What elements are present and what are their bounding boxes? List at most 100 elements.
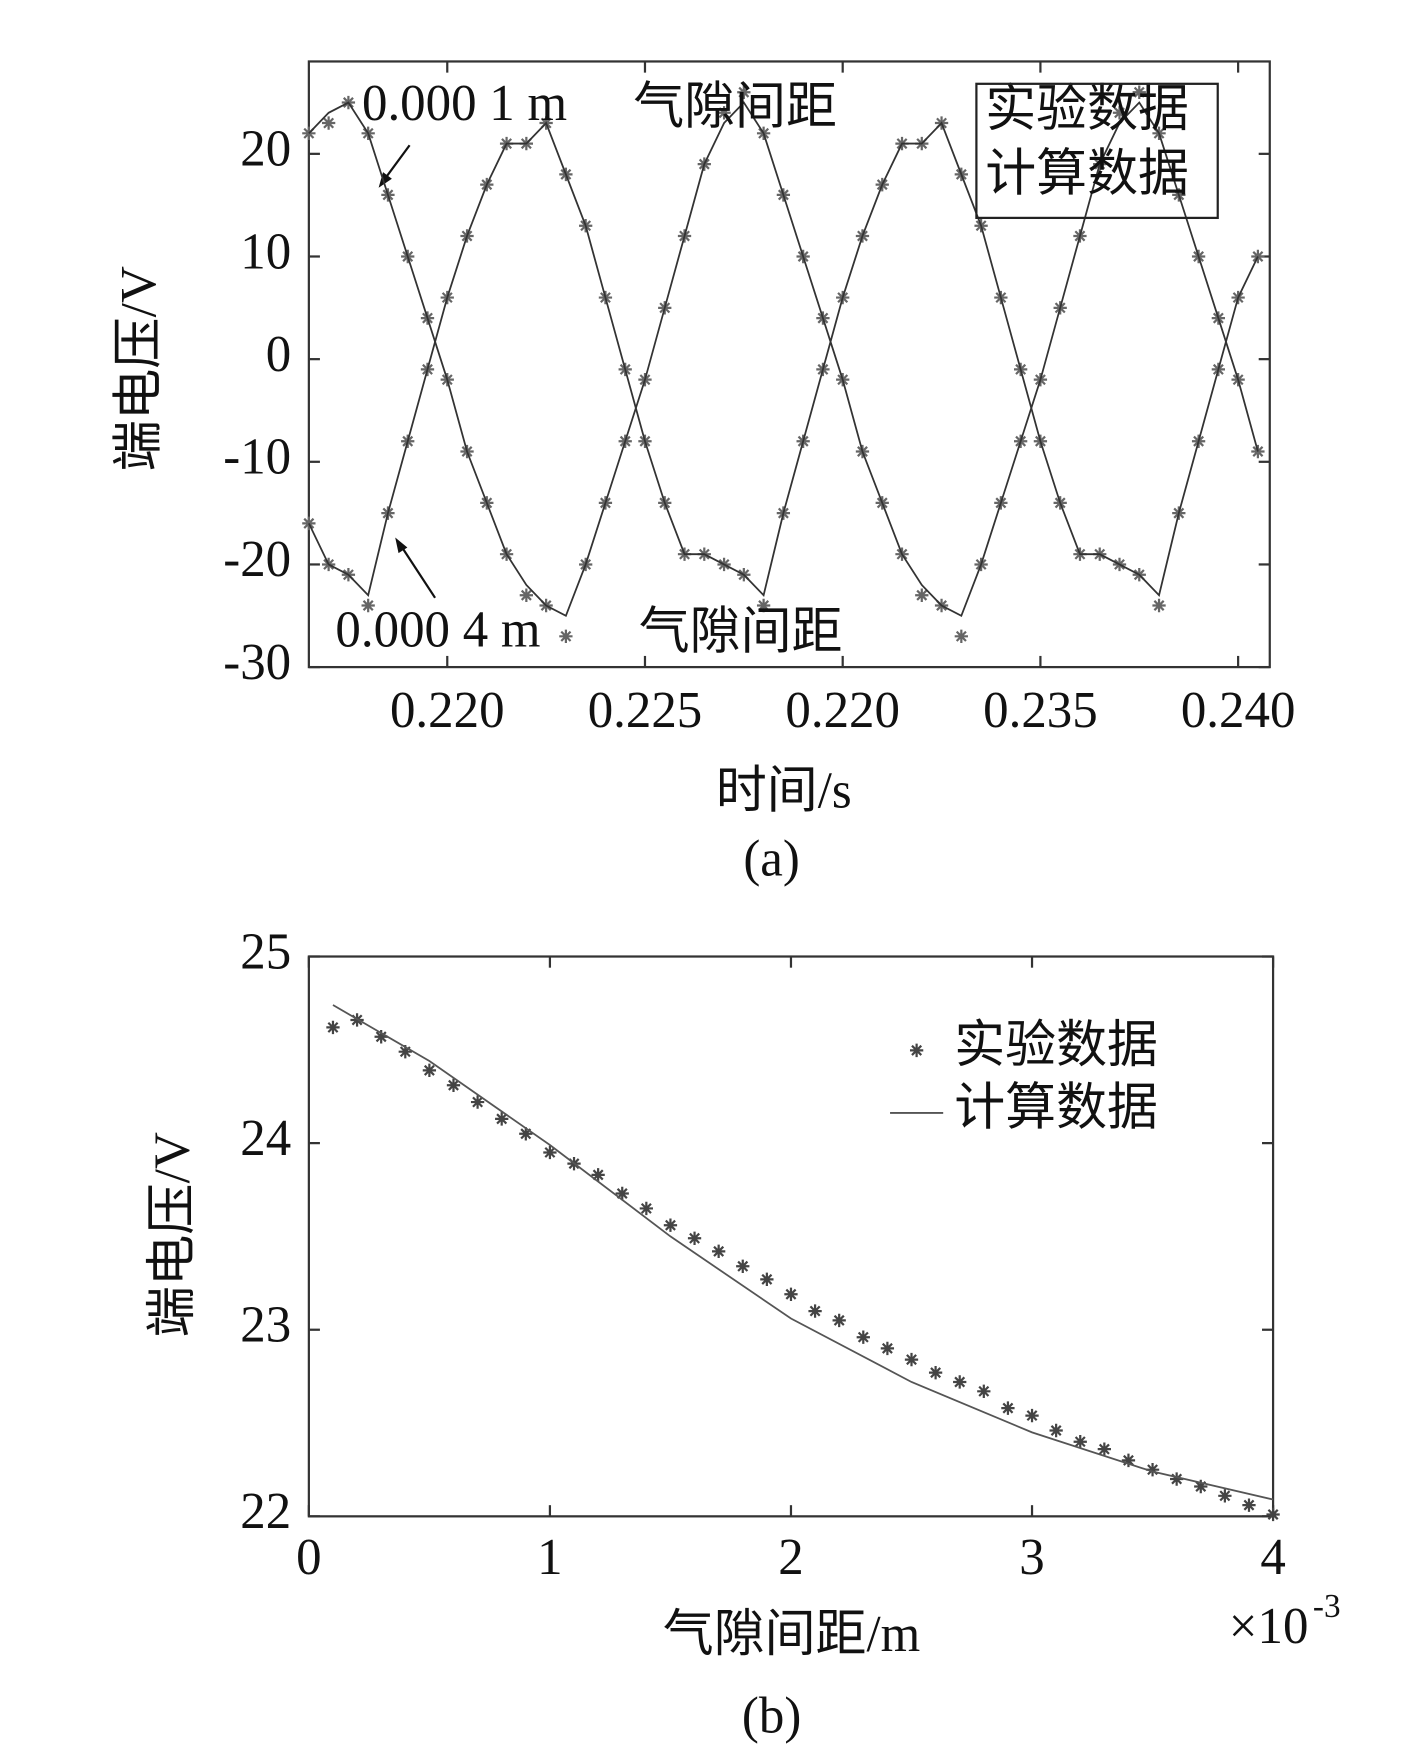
data-point: [398, 1044, 412, 1059]
data-point: [1025, 1408, 1039, 1423]
data-line: [308, 101, 1259, 618]
data-point: [639, 1201, 653, 1216]
x-tick-label: 3: [1019, 1529, 1044, 1586]
x-tick-label: 0.225: [588, 682, 703, 739]
data-point: [1145, 1462, 1160, 1477]
data-point: [832, 1313, 846, 1328]
data-point: [495, 1112, 509, 1126]
y-tick-label: 20: [240, 120, 291, 177]
x-tick-label: 0.220: [785, 682, 900, 739]
annotation: 0.000 4 m: [335, 601, 540, 658]
y-tick-label: 10: [240, 223, 291, 280]
x-tick-label: 0.235: [983, 682, 1098, 739]
legend-label: 计算数据: [985, 145, 1189, 202]
y-tick-label: -30: [223, 634, 291, 691]
x-axis-label: 气隙间距/m: [663, 1606, 920, 1663]
legend-box: [975, 82, 1219, 220]
data-point: [736, 1259, 750, 1273]
data-point: [808, 1304, 822, 1318]
legend-label: 实验数据: [954, 1017, 1158, 1074]
data-point: [1251, 444, 1265, 459]
legend-label: 计算数据: [954, 1080, 1158, 1137]
data-point: [559, 629, 573, 644]
y-tick-label: 25: [240, 923, 291, 980]
annotation: 0.000 1 m: [362, 75, 567, 132]
x-scale-base: ×10: [1229, 1598, 1309, 1655]
legend-marker: [909, 1043, 924, 1058]
data-point: [1242, 1498, 1256, 1512]
data-point: [717, 106, 731, 120]
data-point: [321, 116, 336, 130]
data-point: [856, 1330, 870, 1344]
data-point: [1152, 598, 1166, 613]
x-axis-label: 时间/s: [716, 762, 852, 819]
y-tick-label: -10: [223, 428, 291, 485]
y-tick-label: 24: [240, 1110, 291, 1167]
data-point: [470, 1095, 485, 1109]
data-point: [953, 1375, 967, 1389]
data-point: [1218, 1489, 1232, 1503]
data-point: [663, 1218, 678, 1232]
annotation: 气隙间距: [633, 78, 837, 135]
data-point: [374, 1030, 388, 1044]
y-tick-label: 22: [240, 1483, 291, 1540]
y-tick-label: 0: [266, 326, 291, 383]
x-tick-label: 2: [778, 1529, 803, 1586]
data-point: [756, 598, 771, 613]
data-point: [977, 1384, 991, 1399]
annotation: 气隙间距: [639, 604, 843, 661]
data-point: [519, 1127, 533, 1141]
annotation-arrowhead: [395, 537, 408, 554]
caption: (b): [742, 1687, 801, 1744]
data-point: [712, 1244, 726, 1259]
x-scale-exponent: -3: [1313, 1588, 1341, 1625]
data-point: [1170, 1472, 1184, 1486]
data-point: [915, 588, 929, 602]
data-point: [954, 629, 968, 644]
data-line: [308, 121, 1259, 598]
data-point: [904, 1352, 919, 1367]
caption: (a): [743, 830, 800, 887]
legend-label: 实验数据: [985, 81, 1189, 138]
y-tick-label: -20: [223, 531, 291, 588]
data-point: [760, 1272, 774, 1287]
data-point: [737, 85, 751, 99]
data-point: [687, 1231, 702, 1245]
data-point: [326, 1020, 340, 1035]
data-point: [1194, 1479, 1208, 1494]
x-tick-label: 0: [296, 1529, 321, 1586]
data-point: [1097, 1442, 1111, 1456]
data-point: [519, 588, 533, 602]
data-point: [784, 1287, 798, 1301]
annotation-arrow: [397, 541, 436, 599]
data-line: [332, 1004, 1274, 1501]
data-point: [446, 1078, 461, 1092]
data-point: [1073, 1434, 1087, 1449]
plot-area: [326, 1004, 1280, 1522]
data-point: [928, 1365, 943, 1380]
data-point: [1049, 1423, 1063, 1438]
data-point: [361, 598, 375, 613]
plot-area: [302, 85, 1265, 644]
data-point: [615, 1186, 629, 1201]
x-tick-label: 1: [537, 1529, 562, 1586]
y-axis-label: 端电压/V: [144, 1132, 201, 1338]
x-tick-label: 0.220: [390, 682, 505, 739]
data-point: [422, 1063, 437, 1078]
data-point: [1121, 1453, 1136, 1468]
data-point: [1266, 1507, 1280, 1522]
x-tick-label: 0.240: [1181, 682, 1296, 739]
data-point: [1132, 85, 1146, 99]
data-point: [302, 516, 316, 531]
data-point: [880, 1341, 895, 1356]
plot-frame: [307, 60, 1271, 669]
data-point: [543, 1145, 557, 1160]
y-axis-label: 端电压/V: [111, 266, 168, 472]
y-tick-label: 23: [240, 1296, 291, 1353]
data-point: [1001, 1401, 1015, 1415]
data-point: [591, 1168, 605, 1182]
x-tick-label: 4: [1260, 1529, 1285, 1586]
data-point: [1112, 106, 1127, 120]
